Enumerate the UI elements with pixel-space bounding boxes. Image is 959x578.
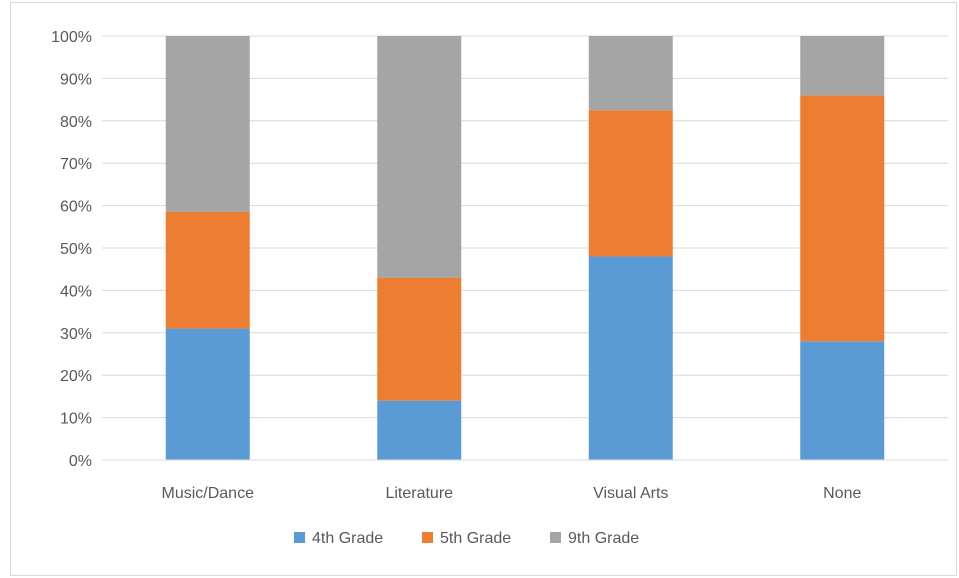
bar-segment-4th-grade [800,341,885,460]
y-tick-label: 40% [60,283,92,300]
y-tick-label: 30% [60,326,92,343]
x-tick-label: Music/Dance [162,485,255,502]
legend-swatch [422,532,433,543]
bar-segment-5th-grade [377,277,462,401]
stacked-bar-chart: 0% 10% 20% 30% 40% 50% 60% 70% 80% 90% 100% Music/… [51,29,948,547]
legend-label: 5th Grade [440,530,511,547]
y-tick-label: 50% [60,241,92,258]
bar-segment-5th-grade [588,110,673,257]
bar-segment-9th-grade [800,36,885,96]
y-tick-label: 0% [69,453,92,470]
x-tick-label: None [823,485,861,502]
bar-segment-5th-grade [165,211,250,329]
y-tick-label: 10% [60,411,92,428]
y-tick-label: 70% [60,156,92,173]
chart-frame: 0% 10% 20% 30% 40% 50% 60% 70% 80% 90% 100% Music/… [10,2,957,576]
y-tick-label: 20% [60,368,92,385]
bar-segment-4th-grade [377,400,462,460]
y-tick-label: 90% [60,71,92,88]
bars [165,36,885,460]
y-tick-label: 80% [60,114,92,131]
bar-segment-9th-grade [377,36,462,278]
y-tick-label: 100% [51,29,92,46]
bar-segment-5th-grade [800,95,885,342]
y-axis-tick-labels: 0% 10% 20% 30% 40% 50% 60% 70% 80% 90% 100% [51,29,92,470]
legend-swatch [294,532,305,543]
legend-label: 9th Grade [568,530,639,547]
bar-segment-9th-grade [165,36,250,212]
legend-swatch [550,532,561,543]
bar-segment-4th-grade [588,256,673,460]
y-tick-label: 60% [60,199,92,216]
x-axis-tick-labels: Music/Dance Literature Visual Arts None [162,485,862,502]
x-tick-label: Literature [385,485,453,502]
bar-segment-4th-grade [165,328,250,460]
legend-label: 4th Grade [312,530,383,547]
bar-segment-9th-grade [588,36,673,111]
x-tick-label: Visual Arts [593,485,668,502]
legend: 4th Grade 5th Grade 9th Grade [294,530,639,547]
